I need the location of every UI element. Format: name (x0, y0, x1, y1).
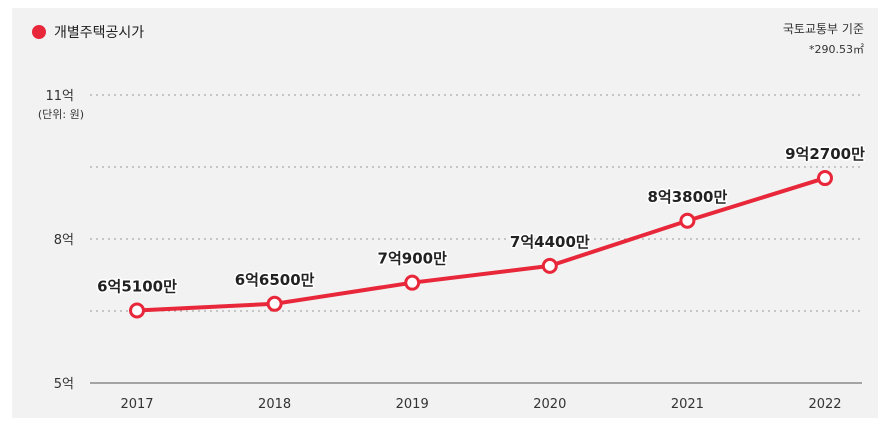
y-tick-label: 11억 (45, 89, 74, 104)
x-tick-label: 2022 (808, 397, 841, 412)
x-tick-label: 2017 (120, 397, 153, 412)
data-point (541, 257, 558, 274)
data-label: 6억6500만 (235, 271, 315, 289)
data-labels: 6억5100만 6억6500만 7억900만 7억4400만 8억3800만 9억2700… (96, 144, 867, 297)
x-tick-label: 2018 (258, 397, 291, 412)
data-point (129, 302, 145, 319)
data-label: 7억4400만 (510, 233, 590, 251)
data-point (679, 212, 696, 229)
chart-panel: 개별주택공시가 국토교통부 기준 *290.53㎡ 11억 8억 5억 (단위: 원)… (12, 8, 878, 418)
data-label: 6억5100만 (97, 278, 177, 296)
grid (90, 94, 862, 312)
line-chart: 11억 8억 5억 (단위: 원) 2017 2018 2019 2020 2021 2022 6… (38, 89, 867, 412)
y-tick-label: 8억 (54, 233, 74, 248)
legend-label: 개별주택공시가 (54, 25, 145, 41)
x-tick-label: 2020 (533, 397, 566, 412)
data-label: 8억3800만 (648, 188, 728, 206)
axes: 11억 8억 5억 (단위: 원) 2017 2018 2019 2020 2021 2022 (38, 89, 862, 412)
legend: 개별주택공시가 (32, 22, 144, 42)
data-label: 7억900만 (378, 250, 448, 268)
series (129, 170, 833, 319)
area-note: *290.53㎡ (809, 43, 864, 56)
series-line (135, 176, 827, 313)
data-point (404, 274, 421, 291)
x-tick-label: 2021 (671, 397, 704, 412)
y-axis-unit-label: (단위: 원) (38, 108, 84, 121)
source-note: 국토교통부 기준 *290.53㎡ (783, 20, 864, 57)
legend-marker (32, 25, 46, 39)
y-tick-label: 5억 (54, 377, 74, 392)
data-point (266, 295, 283, 312)
data-label: 9억2700만 (785, 145, 865, 163)
data-point (817, 170, 833, 187)
source-text: 국토교통부 기준 (782, 22, 864, 36)
x-tick-label: 2019 (396, 397, 429, 412)
